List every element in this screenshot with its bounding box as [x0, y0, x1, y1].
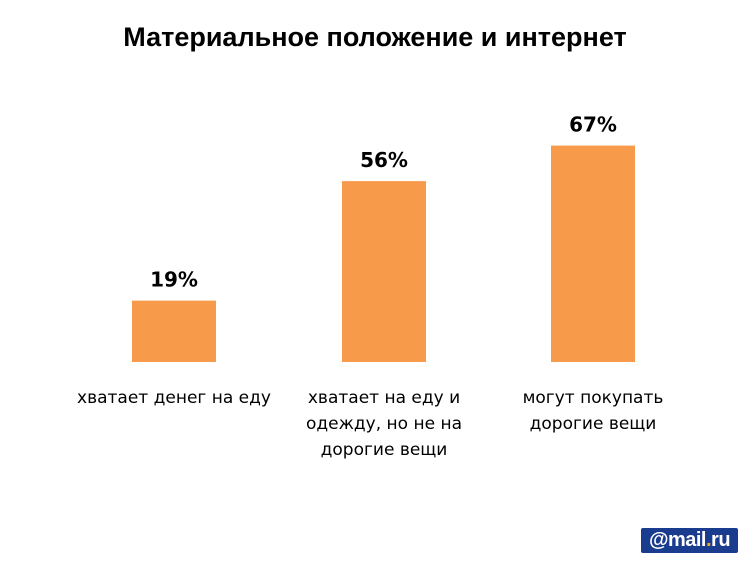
category-label: хватает на еду и одежду, но не на дороги… — [306, 388, 462, 460]
bar — [551, 145, 635, 362]
chart-title: Материальное положение и интернет — [123, 22, 627, 52]
mail-ru-logo: @mail. ru — [641, 528, 738, 553]
bar — [132, 300, 216, 362]
data-label: 56% — [360, 148, 408, 172]
bar — [342, 181, 426, 362]
category-label: могут покупать дорогие вещи — [522, 388, 664, 434]
data-label: 19% — [150, 268, 198, 292]
data-label: 67% — [569, 113, 617, 137]
category-label: хватает денег на еду — [77, 388, 271, 408]
